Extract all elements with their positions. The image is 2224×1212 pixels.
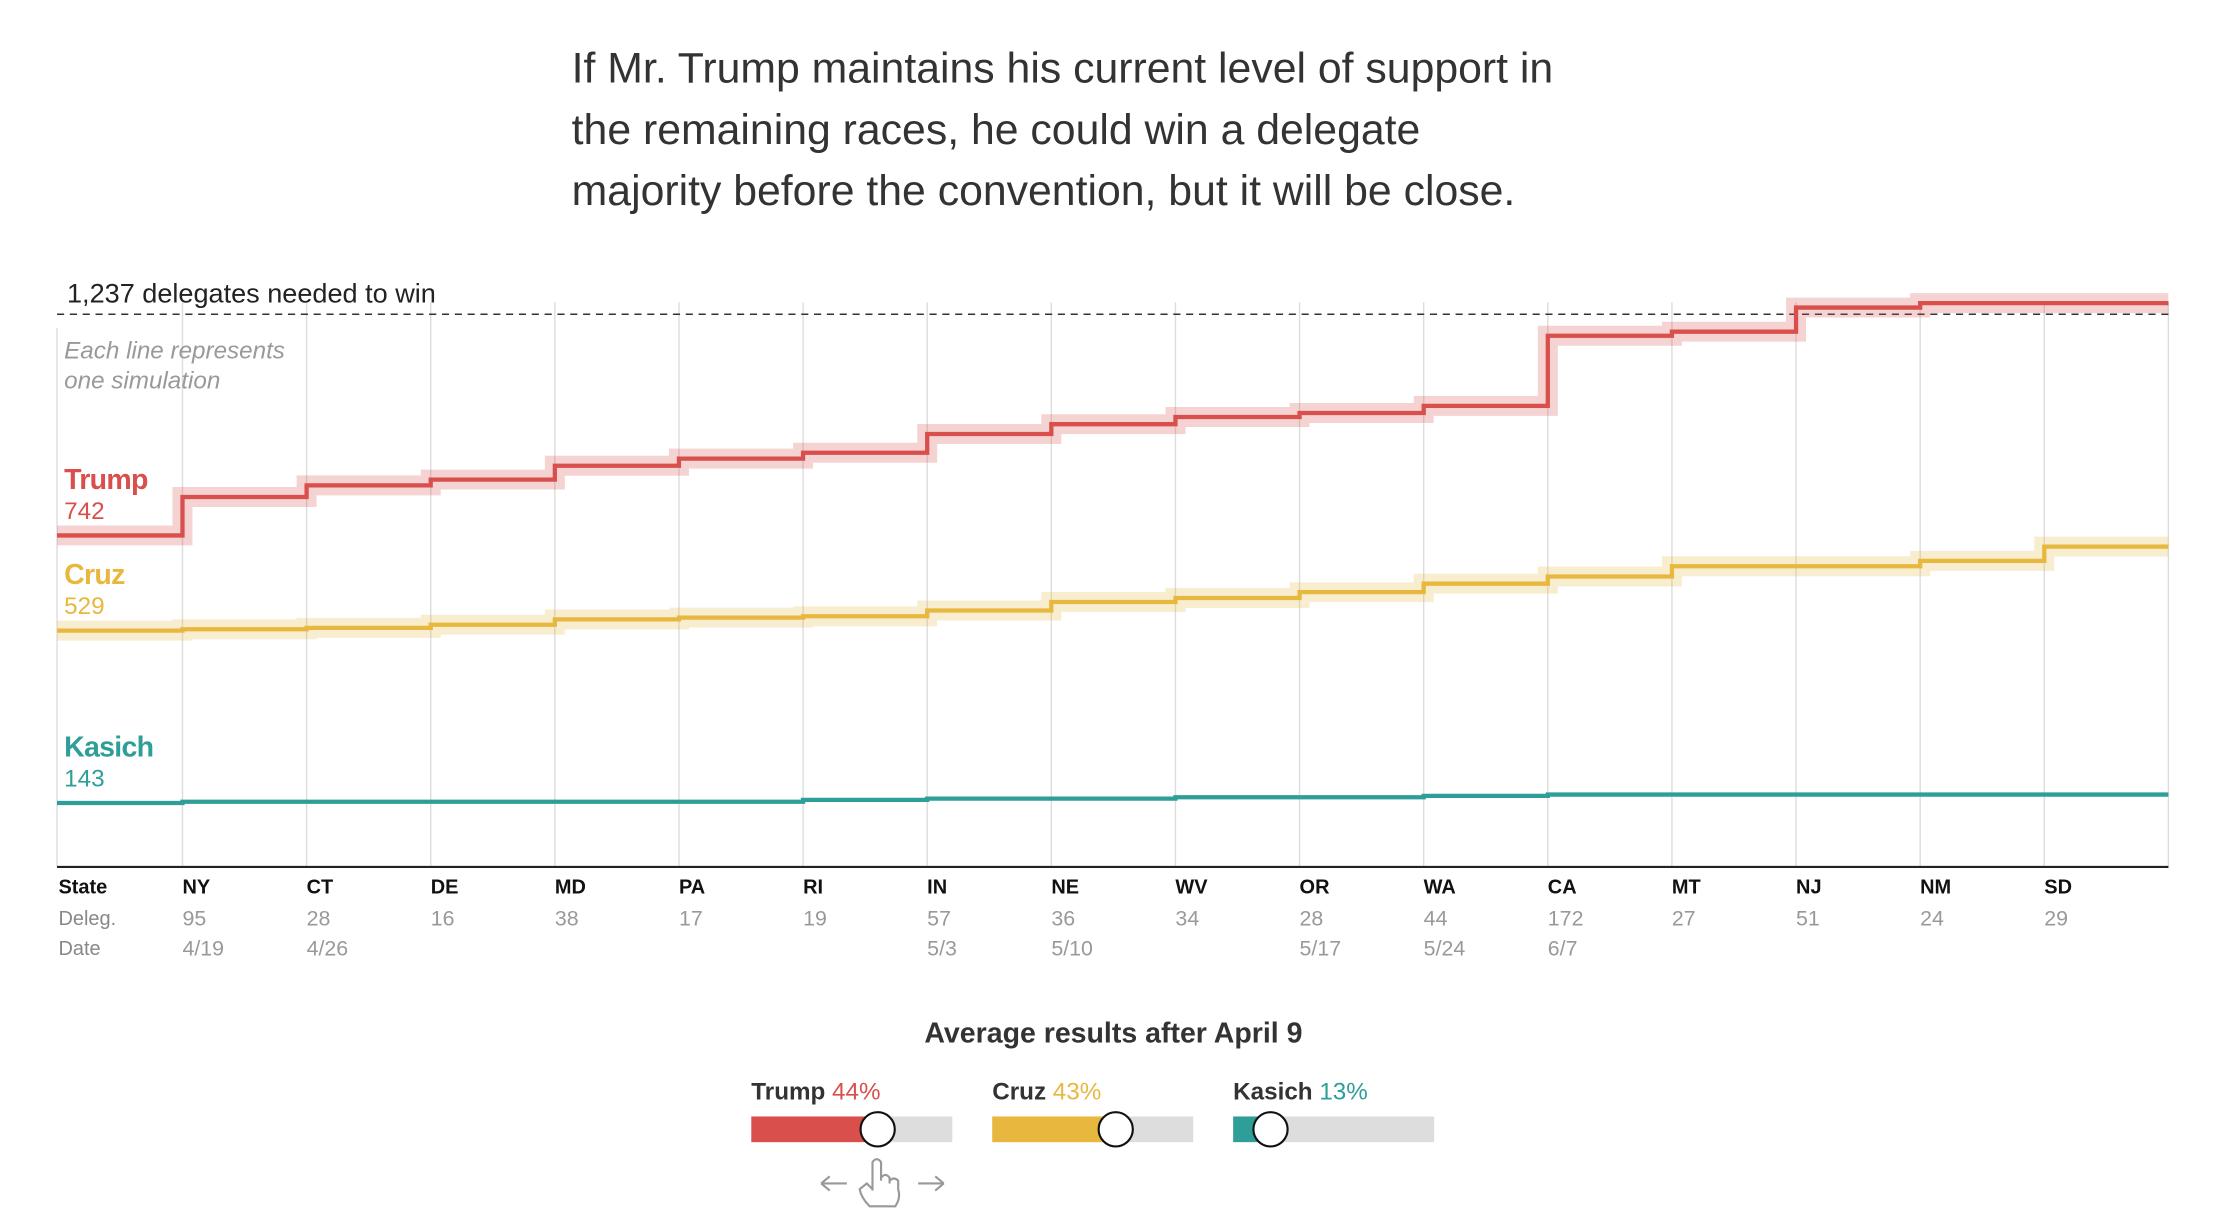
simulation-band: [57, 536, 2169, 641]
series-start-label: 529: [64, 593, 104, 620]
note: one simulation: [64, 368, 220, 395]
slider-name: Kasich: [1233, 1079, 1312, 1106]
date-label: 5/10: [1051, 936, 1093, 960]
state-label: CA: [1548, 877, 1577, 899]
slider-value: 43%: [1053, 1079, 1101, 1106]
state-label: NE: [1051, 877, 1079, 899]
slider-knob[interactable]: [1252, 1111, 1289, 1148]
state-label: NM: [1920, 877, 1951, 899]
row-label: Deleg.: [58, 908, 116, 930]
series-line: [57, 544, 2169, 633]
headline: If Mr. Trump maintains his current level…: [572, 45, 1554, 93]
note: Each line represents: [64, 338, 285, 365]
state-label: RI: [803, 877, 823, 899]
state-label: IN: [927, 877, 947, 899]
series-start-label: 143: [64, 766, 104, 793]
state-label: PA: [679, 877, 705, 899]
delegates-label: 172: [1548, 906, 1584, 930]
state-label: MD: [555, 877, 586, 899]
simulation-band: [57, 293, 2169, 546]
state-label: SD: [2044, 877, 2072, 899]
delegates-label: 36: [1051, 906, 1075, 930]
headline: majority before the convention, but it w…: [572, 167, 1516, 215]
delegates-label: 44: [1424, 906, 1448, 930]
slider-value: 44%: [832, 1079, 880, 1106]
slider-fill: [751, 1116, 878, 1143]
slider-knob[interactable]: [1097, 1111, 1134, 1148]
state-label: DE: [431, 877, 459, 899]
delegates-label: 28: [307, 906, 331, 930]
delegates-label: 38: [555, 906, 579, 930]
threshold-label: 1,237 delegates needed to win: [67, 277, 436, 308]
series-line: [57, 300, 2169, 538]
delegates-label: 34: [1175, 906, 1199, 930]
date-label: 5/3: [927, 936, 957, 960]
slider-value: 13%: [1319, 1079, 1367, 1106]
delegates-label: 17: [679, 906, 703, 930]
state-label: CT: [307, 877, 334, 899]
date-label: 4/19: [182, 936, 224, 960]
hand-icon: [820, 1158, 945, 1208]
state-label: WA: [1424, 877, 1456, 899]
date-label: 5/24: [1424, 936, 1466, 960]
delegates-label: 19: [803, 906, 827, 930]
date-label: 5/17: [1300, 936, 1342, 960]
state-label: NJ: [1796, 877, 1822, 899]
slider-label: Kasich 13%: [1233, 1079, 1368, 1106]
state-label: NY: [182, 877, 210, 899]
row-label: Date: [58, 938, 100, 960]
delegates-label: 51: [1796, 906, 1820, 930]
series-name: Kasich: [64, 731, 153, 763]
series-start-label: 742: [64, 498, 104, 525]
series-line: [57, 792, 2169, 806]
date-label: 6/7: [1548, 936, 1578, 960]
delegates-label: 28: [1300, 906, 1324, 930]
slider-name: Trump: [751, 1079, 825, 1106]
row-label: State: [58, 877, 107, 899]
delegates-label: 27: [1672, 906, 1696, 930]
slider-label: Trump 44%: [751, 1079, 880, 1106]
series-name: Trump: [64, 464, 148, 496]
series-name: Cruz: [64, 559, 125, 591]
delegates-label: 95: [182, 906, 206, 930]
delegates-label: 24: [1920, 906, 1944, 930]
state-label: WV: [1175, 877, 1208, 899]
delegates-label: 29: [2044, 906, 2068, 930]
slider-label: Cruz 43%: [992, 1079, 1101, 1106]
delegates-label: 16: [431, 906, 455, 930]
headline: the remaining races, he could win a dele…: [572, 106, 1421, 154]
slider-fill: [992, 1116, 1116, 1143]
date-label: 4/26: [307, 936, 349, 960]
controls-title: Average results after April 9: [924, 1018, 1302, 1050]
slider-knob[interactable]: [859, 1111, 896, 1148]
state-label: MT: [1672, 877, 1701, 899]
delegates-label: 57: [927, 906, 951, 930]
state-label: OR: [1300, 877, 1330, 899]
slider-name: Cruz: [992, 1079, 1046, 1106]
